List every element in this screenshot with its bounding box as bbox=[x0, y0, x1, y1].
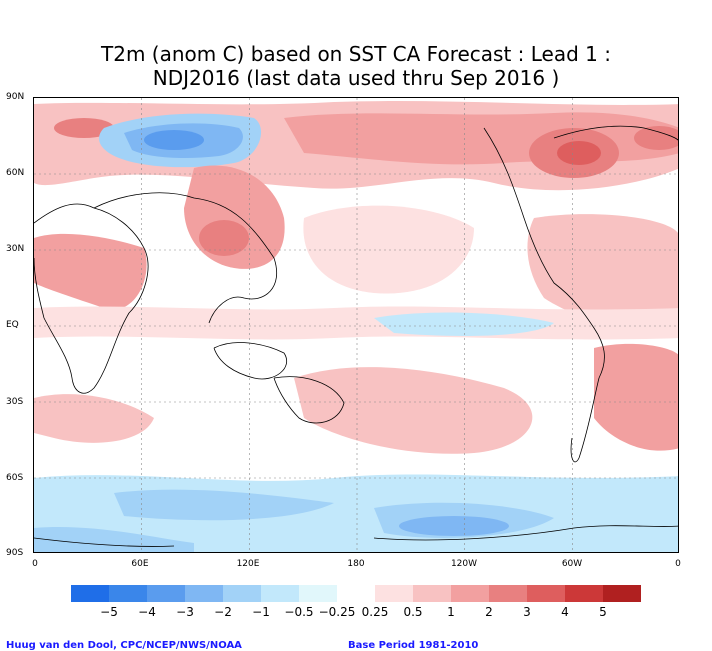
lon-label-60w: 60W bbox=[561, 559, 583, 569]
legend-label: 0.25 bbox=[361, 605, 389, 619]
legend-swatch bbox=[527, 585, 565, 602]
coastlines bbox=[34, 125, 678, 547]
map-title-line2: NDJ2016 (last data used thru Sep 2016 ) bbox=[152, 66, 560, 90]
lon-label-180: 180 bbox=[347, 559, 365, 569]
base-period: Base Period 1981-2010 bbox=[348, 640, 479, 651]
color-legend-bar bbox=[71, 585, 641, 602]
legend-label: 5 bbox=[599, 605, 607, 619]
map-title-line1: T2m (anom C) based on SST CA Forecast : … bbox=[101, 42, 611, 66]
credit-author: Huug van den Dool, CPC/NCEP/NWS/NOAA bbox=[6, 640, 242, 651]
legend-swatch bbox=[147, 585, 185, 602]
legend-swatch bbox=[299, 585, 337, 602]
legend-label: −2 bbox=[214, 605, 232, 619]
legend-label: −4 bbox=[138, 605, 156, 619]
lon-label-0: 0 bbox=[32, 559, 38, 569]
legend-label: 2 bbox=[485, 605, 493, 619]
legend-label: −0.25 bbox=[318, 605, 356, 619]
lon-label-0-end: 0 bbox=[675, 559, 681, 569]
legend-swatch bbox=[451, 585, 489, 602]
legend-label: −0.5 bbox=[284, 605, 314, 619]
anomaly-map bbox=[33, 97, 679, 553]
legend-swatch bbox=[71, 585, 109, 602]
legend-swatch bbox=[565, 585, 603, 602]
lon-label-120w: 120W bbox=[450, 559, 478, 569]
lat-label-30n: 30N bbox=[6, 244, 25, 254]
legend-label: 1 bbox=[447, 605, 455, 619]
lon-label-120e: 120E bbox=[236, 559, 260, 569]
legend-swatch bbox=[375, 585, 413, 602]
legend-swatch bbox=[109, 585, 147, 602]
anomaly-fill bbox=[34, 98, 678, 552]
lat-label-90s: 90S bbox=[6, 548, 24, 558]
lat-label-60s: 60S bbox=[6, 473, 24, 483]
legend-label: 0.5 bbox=[403, 605, 423, 619]
legend-label: −1 bbox=[252, 605, 270, 619]
legend-label: 3 bbox=[523, 605, 531, 619]
legend-swatch bbox=[337, 585, 375, 602]
legend-swatch bbox=[603, 585, 641, 602]
legend-label: 4 bbox=[561, 605, 569, 619]
map-grid bbox=[34, 98, 678, 552]
lat-label-30s: 30S bbox=[6, 397, 24, 407]
legend-swatch bbox=[185, 585, 223, 602]
lat-label-eq: EQ bbox=[6, 320, 19, 330]
legend-swatch bbox=[261, 585, 299, 602]
lat-label-60n: 60N bbox=[6, 168, 25, 178]
legend-swatch bbox=[223, 585, 261, 602]
lon-label-60e: 60E bbox=[131, 559, 149, 569]
anomaly-map-svg bbox=[34, 98, 678, 552]
lat-label-90n: 90N bbox=[6, 92, 25, 102]
legend-swatch bbox=[413, 585, 451, 602]
legend-label: −5 bbox=[100, 605, 118, 619]
legend-label: −3 bbox=[176, 605, 194, 619]
legend-swatch bbox=[489, 585, 527, 602]
